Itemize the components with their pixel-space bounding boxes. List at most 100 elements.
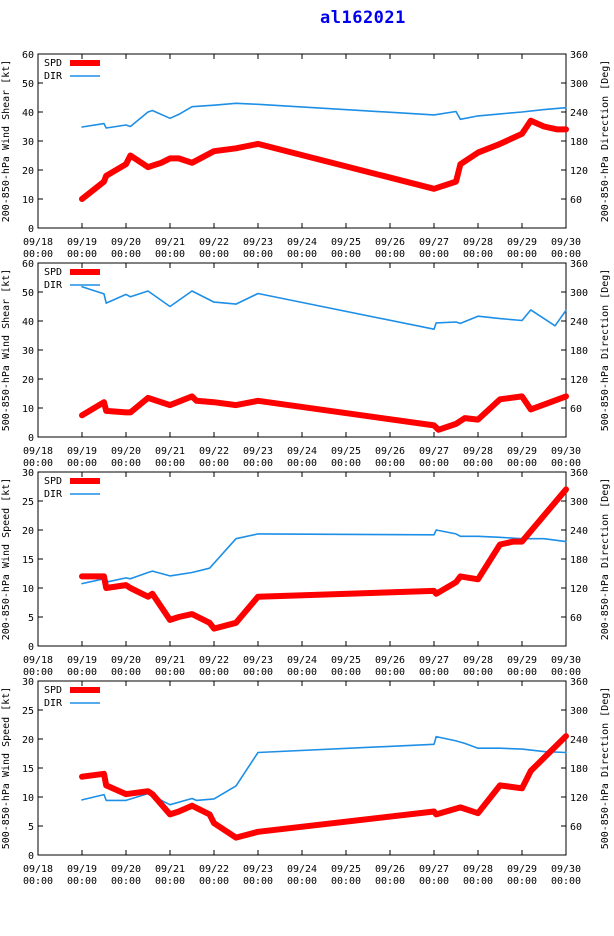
legend-spd-label: SPD <box>44 267 62 278</box>
x-tick-label-date: 09/28 <box>463 446 493 457</box>
y-right-axis-title: 200-850-hPa Direction [Deg] <box>600 478 611 641</box>
x-tick-label-time: 00:00 <box>243 249 273 260</box>
y-left-tick-label: 20 <box>22 166 34 177</box>
y-right-tick-label: 180 <box>570 555 588 566</box>
x-tick-label-time: 00:00 <box>375 667 405 678</box>
y-left-tick-label: 0 <box>28 433 34 444</box>
x-tick-label-date: 09/18 <box>23 655 53 666</box>
x-tick-label-date: 09/29 <box>507 446 537 457</box>
y-right-axis-title: 500-850-hPa Direction [Deg] <box>600 687 611 850</box>
y-right-axis-title: 500-850-hPa Direction [Deg] <box>600 269 611 432</box>
x-tick-label-date: 09/22 <box>199 446 229 457</box>
x-tick-label-time: 00:00 <box>375 458 405 469</box>
x-tick-label-date: 09/24 <box>287 446 317 457</box>
x-tick-label-date: 09/27 <box>419 655 449 666</box>
x-tick-label-time: 00:00 <box>331 458 361 469</box>
x-tick-label-date: 09/21 <box>155 864 185 875</box>
x-tick-label-date: 09/18 <box>23 864 53 875</box>
x-tick-label-date: 09/26 <box>375 446 405 457</box>
y-right-tick-label: 120 <box>570 166 588 177</box>
chart-panel-2: 01020304050606012018024030036009/1800:00… <box>1 259 611 469</box>
x-tick-label-time: 00:00 <box>243 876 273 887</box>
y-left-axis-title: 500-850-hPa Wind Shear [kt] <box>1 269 12 432</box>
y-right-tick-label: 240 <box>570 317 588 328</box>
x-tick-label-time: 00:00 <box>331 667 361 678</box>
x-tick-label-time: 00:00 <box>111 667 141 678</box>
y-right-tick-label: 240 <box>570 526 588 537</box>
y-right-axis-title: 200-850-hPa Direction [Deg] <box>600 60 611 223</box>
x-tick-label-time: 00:00 <box>551 667 581 678</box>
y-left-tick-label: 10 <box>22 584 34 595</box>
x-tick-label-date: 09/25 <box>331 864 361 875</box>
x-tick-label-time: 00:00 <box>287 458 317 469</box>
x-tick-label-date: 09/30 <box>551 655 581 666</box>
y-right-tick-label: 360 <box>570 259 588 270</box>
x-tick-label-time: 00:00 <box>507 876 537 887</box>
x-tick-label-time: 00:00 <box>551 458 581 469</box>
x-tick-label-date: 09/26 <box>375 655 405 666</box>
x-tick-label-date: 09/28 <box>463 655 493 666</box>
x-tick-label-time: 00:00 <box>419 458 449 469</box>
y-left-tick-label: 15 <box>22 764 34 775</box>
plot-frame <box>37 53 567 229</box>
y-left-tick-label: 15 <box>22 555 34 566</box>
x-tick-label-date: 09/25 <box>331 237 361 248</box>
y-left-tick-label: 40 <box>22 108 34 119</box>
x-tick-label-date: 09/23 <box>243 237 273 248</box>
x-tick-label-time: 00:00 <box>155 249 185 260</box>
x-tick-label-time: 00:00 <box>23 249 53 260</box>
x-tick-label-time: 00:00 <box>199 667 229 678</box>
chart-panel-1: 01020304050606012018024030036009/1800:00… <box>1 50 611 260</box>
legend-dir-label: DIR <box>44 280 63 291</box>
y-right-tick-label: 120 <box>570 793 588 804</box>
y-right-tick-label: 360 <box>570 50 588 61</box>
x-tick-label-date: 09/20 <box>111 446 141 457</box>
x-tick-label-time: 00:00 <box>67 249 97 260</box>
y-left-tick-label: 20 <box>22 735 34 746</box>
x-tick-label-time: 00:00 <box>111 876 141 887</box>
y-right-tick-label: 300 <box>570 79 588 90</box>
x-tick-label-date: 09/21 <box>155 655 185 666</box>
x-tick-label-time: 00:00 <box>419 667 449 678</box>
chart-panel-4: 0510152025306012018024030036009/1800:000… <box>1 677 611 887</box>
x-tick-label-time: 00:00 <box>23 876 53 887</box>
x-tick-label-time: 00:00 <box>463 876 493 887</box>
legend-spd-label: SPD <box>44 58 62 69</box>
y-left-tick-label: 0 <box>28 851 34 862</box>
x-tick-label-time: 00:00 <box>199 876 229 887</box>
y-left-tick-label: 25 <box>22 706 34 717</box>
y-left-tick-label: 10 <box>22 195 34 206</box>
y-left-tick-label: 30 <box>22 137 34 148</box>
x-tick-label-time: 00:00 <box>375 249 405 260</box>
x-tick-label-time: 00:00 <box>331 249 361 260</box>
y-right-tick-label: 300 <box>570 288 588 299</box>
y-left-tick-label: 20 <box>22 375 34 386</box>
x-tick-label-time: 00:00 <box>243 458 273 469</box>
x-tick-label-date: 09/23 <box>243 864 273 875</box>
x-tick-label-time: 00:00 <box>331 876 361 887</box>
y-left-tick-label: 25 <box>22 497 34 508</box>
y-right-tick-label: 240 <box>570 735 588 746</box>
legend-spd-label: SPD <box>44 476 62 487</box>
y-right-tick-label: 60 <box>570 613 582 624</box>
x-tick-label-time: 00:00 <box>507 667 537 678</box>
y-left-tick-label: 40 <box>22 317 34 328</box>
legend-dir-label: DIR <box>44 71 63 82</box>
x-tick-label-date: 09/18 <box>23 237 53 248</box>
x-tick-label-time: 00:00 <box>551 249 581 260</box>
x-tick-label-date: 09/22 <box>199 655 229 666</box>
y-right-tick-label: 120 <box>570 584 588 595</box>
x-tick-label-date: 09/29 <box>507 864 537 875</box>
x-tick-label-time: 00:00 <box>419 876 449 887</box>
y-right-tick-label: 120 <box>570 375 588 386</box>
x-tick-label-date: 09/21 <box>155 237 185 248</box>
x-tick-label-date: 09/21 <box>155 446 185 457</box>
x-tick-label-date: 09/23 <box>243 446 273 457</box>
x-tick-label-time: 00:00 <box>551 876 581 887</box>
x-tick-label-date: 09/22 <box>199 864 229 875</box>
y-right-tick-label: 60 <box>570 404 582 415</box>
x-tick-label-date: 09/24 <box>287 655 317 666</box>
y-right-tick-label: 300 <box>570 497 588 508</box>
x-tick-label-time: 00:00 <box>67 876 97 887</box>
